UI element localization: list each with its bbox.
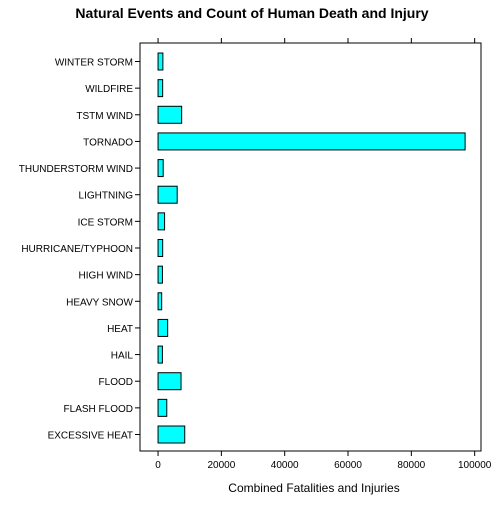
y-tick-label: LIGHTNING <box>79 191 134 202</box>
y-tick-label: HURRICANE/TYPHOON <box>21 244 133 255</box>
x-axis: 0 20000 40000 60000 80000 100000 <box>155 38 492 471</box>
y-tick-label: HEAVY SNOW <box>66 297 133 308</box>
bar <box>157 212 166 231</box>
bar <box>157 265 163 284</box>
bar <box>157 79 164 98</box>
bar <box>157 185 178 204</box>
bar <box>157 425 186 444</box>
x-tick-label: 40000 <box>271 460 299 471</box>
bar <box>157 239 164 257</box>
bar <box>157 372 182 391</box>
y-tick-label: WILDFIRE <box>85 84 133 95</box>
bar <box>157 292 163 311</box>
y-tick-label: FLASH FLOOD <box>64 404 133 415</box>
x-tick-label: 60000 <box>334 460 362 471</box>
bar <box>157 318 169 337</box>
bar <box>157 345 163 364</box>
y-axis: WINTER STORM WILDFIRE TSTM WIND TORNADO THUN… <box>19 58 140 442</box>
bar <box>157 52 164 71</box>
y-tick-label: WINTER STORM <box>55 58 133 69</box>
x-tick-label: 20000 <box>207 460 235 471</box>
chart-title: Natural Events and Count of Human Death … <box>75 5 428 21</box>
y-tick-label: EXCESSIVE HEAT <box>48 431 133 442</box>
y-tick-label: THUNDERSTORM WIND <box>19 164 133 175</box>
bar <box>157 132 466 151</box>
y-tick-label: ICE STORM <box>78 217 133 228</box>
y-tick-label: TORNADO <box>83 137 133 148</box>
plot-frame <box>139 42 482 452</box>
y-tick-label: HEAT <box>107 324 133 335</box>
bar <box>157 398 168 417</box>
x-tick-label: 80000 <box>397 460 425 471</box>
x-tick-label: 100000 <box>458 460 492 471</box>
y-tick-label: HAIL <box>111 351 134 362</box>
y-tick-label: TSTM WIND <box>76 111 133 122</box>
y-tick-label: HIGH WIND <box>79 271 133 282</box>
x-tick-label: 0 <box>155 460 161 471</box>
y-tick-label: FLOOD <box>99 377 133 388</box>
bar <box>157 159 164 178</box>
bars-group <box>157 52 466 444</box>
bar <box>157 105 183 124</box>
x-axis-label: Combined Fatalities and Injuries <box>228 481 399 495</box>
